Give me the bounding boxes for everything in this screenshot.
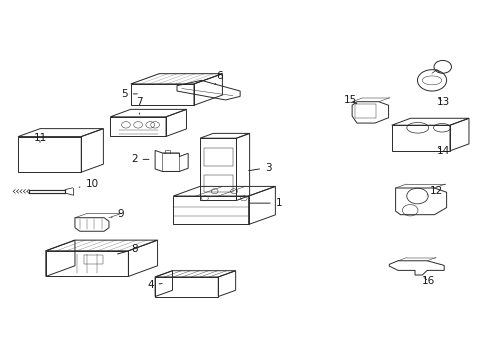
Text: 15: 15 — [344, 95, 358, 105]
Text: 10: 10 — [79, 179, 98, 189]
Text: 1: 1 — [250, 198, 282, 208]
Text: 13: 13 — [437, 98, 450, 107]
Text: 6: 6 — [215, 71, 223, 85]
Text: 9: 9 — [112, 209, 124, 219]
Text: 3: 3 — [249, 163, 271, 172]
Text: 12: 12 — [427, 186, 443, 197]
Text: 8: 8 — [118, 244, 138, 255]
Text: 16: 16 — [422, 276, 435, 287]
Text: 4: 4 — [147, 280, 162, 290]
Text: 14: 14 — [437, 146, 450, 156]
Text: 5: 5 — [121, 89, 137, 99]
Text: 7: 7 — [136, 98, 143, 114]
Bar — [355, 104, 376, 118]
Bar — [204, 175, 233, 193]
Text: 11: 11 — [33, 133, 47, 143]
Bar — [204, 148, 233, 166]
Bar — [84, 255, 103, 264]
Text: 2: 2 — [131, 154, 149, 165]
